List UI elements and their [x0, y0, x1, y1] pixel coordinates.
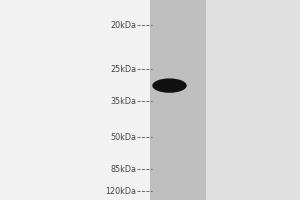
Text: 20kDa: 20kDa: [110, 21, 136, 29]
Bar: [150, 0, 206, 200]
Text: 50kDa: 50kDa: [110, 132, 136, 142]
Text: 35kDa: 35kDa: [110, 97, 136, 106]
Ellipse shape: [152, 78, 187, 93]
Bar: [206, 0, 300, 200]
Text: 25kDa: 25kDa: [110, 64, 136, 73]
Bar: [0, 0, 150, 200]
Text: 120kDa: 120kDa: [106, 186, 136, 196]
Text: 85kDa: 85kDa: [110, 164, 136, 173]
